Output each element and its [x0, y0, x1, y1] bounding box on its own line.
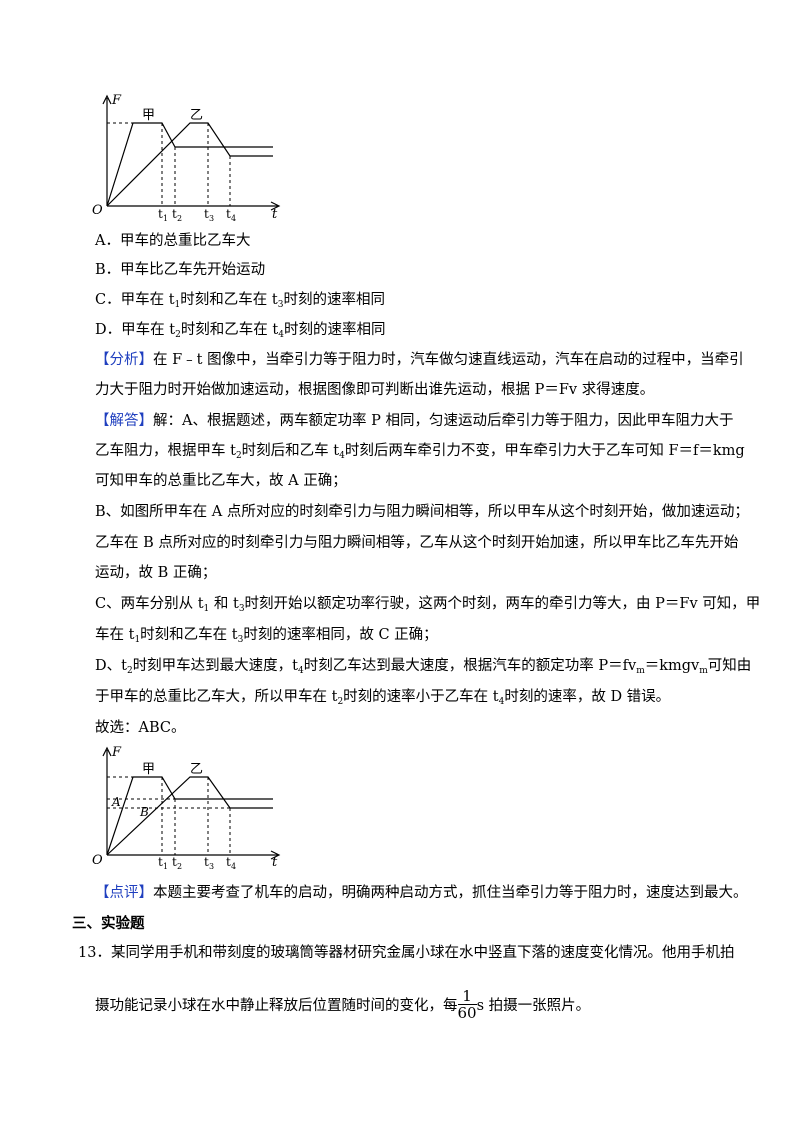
- tick-t1: t: [158, 855, 163, 869]
- tick-t3-sub: 3: [209, 862, 214, 871]
- tick-t1: t: [158, 207, 163, 221]
- solution-line-4: B、如图所甲车在 A 点所对应的时刻牵引力与阻力瞬间相等，所以甲车从这个时刻开始…: [95, 504, 749, 520]
- curve-car-b: [106, 122, 273, 207]
- solution-line-7: C、两车分别从 t1 和 t3时刻开始以额定功率行驶，这两个时刻，两车的牵引力等…: [95, 596, 761, 614]
- curve-car-b: [106, 776, 273, 856]
- origin-label: O: [92, 203, 103, 218]
- tick-t4-sub: 4: [231, 214, 236, 223]
- solution-line-10: 于甲车的总重比乙车大，所以甲车在 t2时刻的速率小于乙车在 t4时刻的速率，故 …: [95, 689, 671, 707]
- option-a: A．甲车的总重比乙车大: [95, 233, 251, 249]
- tick-t1-sub: 1: [163, 214, 168, 223]
- question-number: 13．: [78, 945, 111, 961]
- car-b-label: 乙: [190, 108, 203, 123]
- tick-t3: t: [204, 855, 209, 869]
- solution-line-3: 可知甲车的总重比乙车大，故 A 正确；: [95, 473, 347, 489]
- y-axis-label: F: [111, 93, 122, 108]
- analysis-line-1: 【分析】在 F﹣t 图像中，当牵引力等于阻力时，汽车做匀速直线运动，汽车在启动的…: [95, 352, 744, 368]
- solution-line-5: 乙车在 B 点所对应的时刻牵引力与阻力瞬间相等，乙车从这个时刻开始加速，所以甲车…: [95, 535, 739, 551]
- tick-t1-sub: 1: [163, 862, 168, 871]
- tick-t2-sub: 2: [177, 214, 182, 223]
- tick-t2: t: [172, 855, 177, 869]
- tick-t3-sub: 3: [209, 214, 214, 223]
- section-title: 三、实验题: [72, 915, 145, 932]
- comment-line: 【点评】本题主要考查了机车的启动，明确两种启动方式，抓住当牵引力等于阻力时，速度…: [95, 885, 748, 901]
- curve-car-a: [106, 122, 273, 207]
- tick-t2: t: [172, 207, 177, 221]
- y-axis-label: F: [111, 745, 122, 760]
- car-a-label: 甲: [142, 762, 155, 777]
- option-d: D．甲车在 t2时刻和乙车在 t4时刻的速率相同: [95, 322, 386, 340]
- solution-line-8: 车在 t1时刻和乙车在 t3时刻的速率相同，故 C 正确；: [95, 627, 438, 645]
- question-13-line-1: 13．某同学用手机和带刻度的玻璃筒等器材研究金属小球在水中竖直下落的速度变化情况…: [78, 945, 735, 961]
- tick-t4: t: [226, 207, 231, 221]
- tick-t4-sub: 4: [231, 862, 236, 871]
- solution-line-9: D、t2时刻甲车达到最大速度，t4时刻乙车达到最大速度，根据汽车的额定功率 P＝…: [95, 658, 752, 676]
- solution-answer: 故选：ABC。: [95, 720, 186, 736]
- point-a-label: A: [111, 795, 121, 809]
- analysis-line-2: 力大于阻力时开始做加速运动，根据图像即可判断出谁先运动，根据 P＝Fv 求得速度…: [95, 382, 655, 398]
- point-b-label: B: [139, 805, 149, 819]
- solution-tag: 【解答】: [95, 413, 153, 429]
- car-a-label: 甲: [142, 108, 155, 123]
- f-t-graph-1: F O t 甲 乙 t 1 t 2 t 3 t 4: [92, 93, 281, 223]
- tick-t4: t: [226, 855, 231, 869]
- analysis-tag: 【分析】: [95, 352, 153, 368]
- option-c: C．甲车在 t1时刻和乙车在 t3时刻的速率相同: [95, 292, 385, 310]
- tick-t3: t: [204, 207, 209, 221]
- question-13-line-2: 摄功能记录小球在水中静止释放后位置随时间的变化，每 1 60 s 拍摄一张照片。: [95, 987, 591, 1022]
- solution-line-1: 【解答】解：A、根据题述，两车额定功率 P 相同，匀速运动后牵引力等于阻力，因此…: [95, 413, 734, 429]
- car-b-label: 乙: [190, 762, 203, 777]
- option-b: B．甲车比乙车先开始运动: [95, 262, 266, 278]
- tick-t2-sub: 2: [177, 862, 182, 871]
- solution-line-6: 运动，故 B 正确；: [95, 565, 217, 581]
- origin-label: O: [92, 853, 103, 868]
- f-t-graph-2: F O t 甲 乙 A B t 1 t 2 t 3 t 4: [92, 745, 281, 871]
- x-axis-label: t: [272, 855, 278, 870]
- solution-line-2: 乙车阻力，根据甲车 t2时刻后和乙车 t4时刻后两车牵引力不变，甲车牵引力大于乙…: [95, 443, 745, 461]
- fraction-one-sixtieth: 1 60: [457, 987, 477, 1022]
- x-axis-label: t: [272, 207, 278, 222]
- curve-car-a: [106, 776, 273, 856]
- comment-tag: 【点评】: [95, 885, 153, 901]
